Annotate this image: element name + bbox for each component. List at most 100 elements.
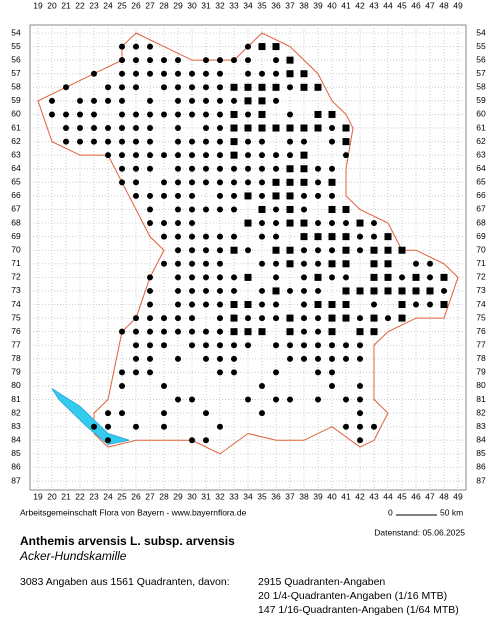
dot [315, 396, 321, 403]
dot [77, 97, 83, 104]
dot [91, 97, 97, 104]
dot [259, 260, 265, 267]
scale-end: 50 km [440, 507, 463, 517]
dot [244, 328, 252, 336]
y-label: 81 [11, 394, 21, 404]
dot [244, 192, 252, 200]
y-label: 83 [11, 421, 21, 431]
dot [370, 287, 378, 295]
dot [356, 219, 364, 227]
dot [147, 57, 153, 64]
dot [147, 70, 153, 77]
x-label: 25 [117, 0, 127, 10]
y-label: 72 [11, 272, 21, 282]
dot [203, 97, 209, 104]
dot [175, 125, 181, 132]
dot [329, 138, 335, 145]
dot [273, 220, 279, 227]
dot [119, 125, 125, 132]
dot [328, 205, 336, 213]
dot [147, 97, 153, 104]
dot [175, 274, 181, 281]
dot [203, 410, 209, 417]
y-label: 61 [476, 122, 486, 132]
dot [315, 315, 321, 322]
x-label: 45 [397, 491, 407, 501]
x-label: 29 [173, 491, 183, 501]
dot [175, 328, 181, 335]
dot [343, 274, 349, 281]
y-label: 85 [11, 448, 21, 458]
x-label: 47 [425, 0, 435, 10]
dot [230, 246, 238, 254]
dot [315, 369, 321, 376]
dot [371, 220, 377, 227]
dot [245, 165, 251, 172]
dot [147, 138, 153, 145]
dot [272, 246, 280, 254]
dot [300, 165, 308, 173]
dot [230, 314, 238, 322]
x-label: 33 [229, 0, 239, 10]
dot [63, 138, 69, 145]
y-label: 78 [476, 353, 486, 363]
y-label: 74 [11, 299, 21, 309]
x-label: 28 [159, 0, 169, 10]
dot [258, 328, 266, 336]
y-label: 75 [476, 312, 486, 322]
dot [273, 165, 279, 172]
dot [343, 355, 349, 362]
x-label: 38 [299, 491, 309, 501]
dot [244, 219, 252, 227]
dot [119, 179, 125, 186]
dot [329, 342, 335, 349]
y-label: 80 [476, 380, 486, 390]
dot [175, 220, 181, 227]
y-label: 69 [476, 231, 486, 241]
dot [133, 125, 139, 132]
dot [273, 206, 279, 213]
x-label: 26 [131, 491, 141, 501]
dot [259, 287, 265, 294]
dot [230, 124, 238, 132]
dot [189, 179, 195, 186]
dot [217, 247, 223, 254]
dot [342, 124, 350, 132]
dot [175, 111, 181, 118]
x-label: 49 [453, 491, 463, 501]
dot [343, 342, 349, 349]
dot [342, 233, 350, 241]
dot [329, 355, 335, 362]
y-label: 70 [476, 244, 486, 254]
y-label: 55 [476, 41, 486, 51]
dot [286, 219, 294, 227]
y-label: 76 [11, 326, 21, 336]
dot [329, 274, 335, 281]
y-label: 64 [11, 163, 21, 173]
dot [189, 315, 195, 322]
dot [230, 151, 238, 159]
dot [286, 56, 294, 64]
dot [119, 43, 125, 50]
dot [77, 111, 83, 118]
dot [189, 437, 195, 444]
dot [258, 110, 266, 118]
x-label: 35 [257, 491, 267, 501]
y-label: 62 [476, 136, 486, 146]
x-label: 44 [383, 0, 393, 10]
dot [63, 125, 69, 132]
y-label: 71 [11, 258, 21, 268]
dot [203, 111, 209, 118]
dot [189, 192, 195, 199]
dot [231, 192, 237, 199]
x-label: 42 [355, 0, 365, 10]
y-label: 84 [476, 435, 486, 445]
dot [189, 247, 195, 254]
dot [231, 206, 237, 213]
x-label: 48 [439, 491, 449, 501]
dot [315, 247, 321, 254]
dot [49, 111, 55, 118]
dot [189, 165, 195, 172]
dot [357, 423, 363, 430]
dot [272, 83, 280, 91]
